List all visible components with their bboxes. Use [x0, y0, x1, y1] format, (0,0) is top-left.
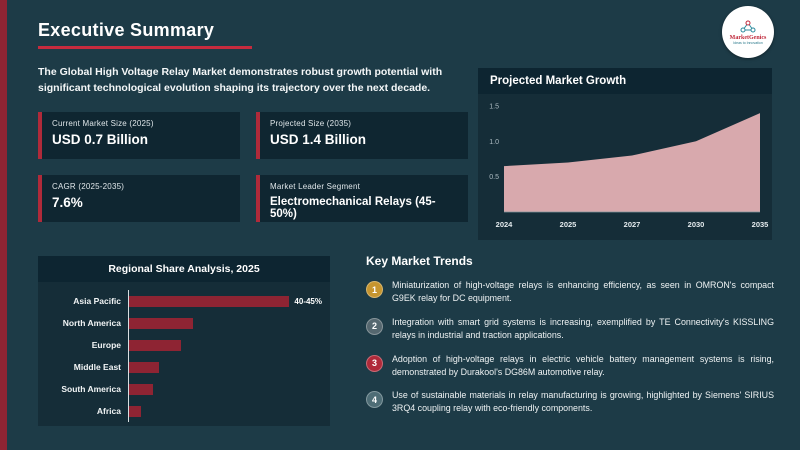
- bar-fill: [129, 317, 194, 329]
- stat-label: Projected Size (2035): [270, 119, 352, 128]
- bar-track: [128, 334, 322, 356]
- x-tick-label: 2024: [496, 220, 514, 229]
- kpi-grid: Current Market Size (2025) USD 0.7 Billi…: [38, 112, 468, 222]
- page-title: Executive Summary: [38, 20, 215, 40]
- trend-item: 3 Adoption of high-voltage relays in elec…: [366, 353, 774, 379]
- bar-fill: [129, 295, 290, 307]
- trend-item: 2 Integration with smart grid systems is …: [366, 316, 774, 342]
- growth-area-series: [504, 113, 760, 212]
- projected-market-growth-panel: Projected Market Growth 0.5 1.0 1.5 2024 202…: [478, 68, 772, 240]
- y-tick-label: 1.5: [489, 104, 499, 111]
- stat-card-projected-size: Projected Size (2035) USD 1.4 Billion: [256, 112, 468, 159]
- marketgenics-logo: MarketGenics Ideas to Innovation: [722, 6, 774, 58]
- trends-title: Key Market Trends: [366, 254, 473, 268]
- intro-paragraph: The Global High Voltage Relay Market dem…: [38, 66, 443, 95]
- trend-text: Miniaturization of high-voltage relays i…: [392, 280, 774, 303]
- trend-number-badge: 2: [366, 317, 383, 335]
- left-accent-bar: [0, 0, 7, 450]
- key-market-trends: Key Market Trends 1 Miniaturization of hi…: [366, 254, 774, 426]
- stat-value: 7.6%: [52, 195, 83, 210]
- stat-label: CAGR (2025-2035): [52, 182, 125, 191]
- logo-brand-text: MarketGenics: [729, 34, 767, 41]
- y-tick-label: 0.5: [489, 174, 499, 181]
- trend-number-badge: 3: [366, 354, 383, 372]
- trend-number-badge: 4: [366, 391, 383, 409]
- bar-category-label: Middle East: [73, 362, 121, 372]
- molecule-icon: [740, 20, 756, 33]
- bar-track: 40-45%: [128, 290, 322, 312]
- growth-area-chart: 0.5 1.0 1.5 2024 2025 2027 2030 2035: [489, 104, 769, 230]
- bar-track: [128, 400, 322, 422]
- stat-value: USD 1.4 Billion: [270, 132, 367, 147]
- bar-fill: [129, 405, 142, 417]
- bar-row: North America: [42, 312, 322, 334]
- bar-category-label: Asia Pacific: [73, 296, 121, 306]
- logo-tagline-text: Ideas to Innovation: [733, 41, 763, 46]
- bar-row: South America: [42, 378, 322, 400]
- growth-chart-title: Projected Market Growth: [478, 68, 772, 94]
- bar-track: [128, 378, 322, 400]
- trend-text: Use of sustainable materials in relay ma…: [392, 390, 774, 414]
- stat-card-leader-segment: Market Leader Segment Electromechanical …: [256, 175, 468, 222]
- bar-data-label: 40-45%: [294, 296, 322, 306]
- trends-list: 1 Miniaturization of high-voltage relays …: [366, 279, 774, 415]
- x-tick-label: 2025: [560, 220, 577, 229]
- stat-value: Electromechanical Relays (45-50%): [270, 196, 436, 220]
- bar-fill: [129, 339, 182, 351]
- regional-chart-title: Regional Share Analysis, 2025: [38, 256, 330, 282]
- bar-category-label: South America: [61, 384, 121, 394]
- stat-value: USD 0.7 Billion: [52, 132, 149, 147]
- bar-row: Asia Pacific 40-45%: [42, 290, 322, 312]
- stat-label: Market Leader Segment: [270, 182, 361, 191]
- bar-fill: [129, 383, 154, 395]
- trend-number-badge: 1: [366, 281, 383, 298]
- trend-text: Integration with smart grid systems is i…: [392, 316, 774, 340]
- trend-item: 1 Miniaturization of high-voltage relays …: [366, 279, 774, 305]
- trend-item: 4 Use of sustainable materials in relay m…: [366, 389, 774, 415]
- stat-card-cagr: CAGR (2025-2035) 7.6%: [38, 175, 240, 222]
- bar-track: [128, 312, 322, 334]
- stat-label: Current Market Size (2025): [52, 119, 154, 128]
- x-tick-label: 2030: [688, 220, 705, 229]
- x-tick-label: 2035: [752, 220, 769, 229]
- regional-share-panel: Regional Share Analysis, 2025 Asia Pacif…: [38, 256, 330, 426]
- bar-row: Middle East: [42, 356, 322, 378]
- bar-category-label: North America: [62, 318, 121, 328]
- bar-fill: [129, 361, 160, 373]
- y-tick-label: 1.0: [489, 139, 499, 146]
- x-tick-label: 2027: [624, 220, 641, 229]
- bar-row: Africa: [42, 400, 322, 422]
- stat-card-current-size: Current Market Size (2025) USD 0.7 Billi…: [38, 112, 240, 159]
- bar-row: Europe: [42, 334, 322, 356]
- trend-text: Adoption of high-voltage relays in elect…: [392, 353, 774, 377]
- bar-track: [128, 356, 322, 378]
- bar-category-label: Africa: [96, 406, 121, 416]
- title-underline: [38, 46, 252, 49]
- bar-category-label: Europe: [91, 340, 121, 350]
- regional-bar-chart: Asia Pacific 40-45% North America Europe Mid…: [38, 282, 330, 426]
